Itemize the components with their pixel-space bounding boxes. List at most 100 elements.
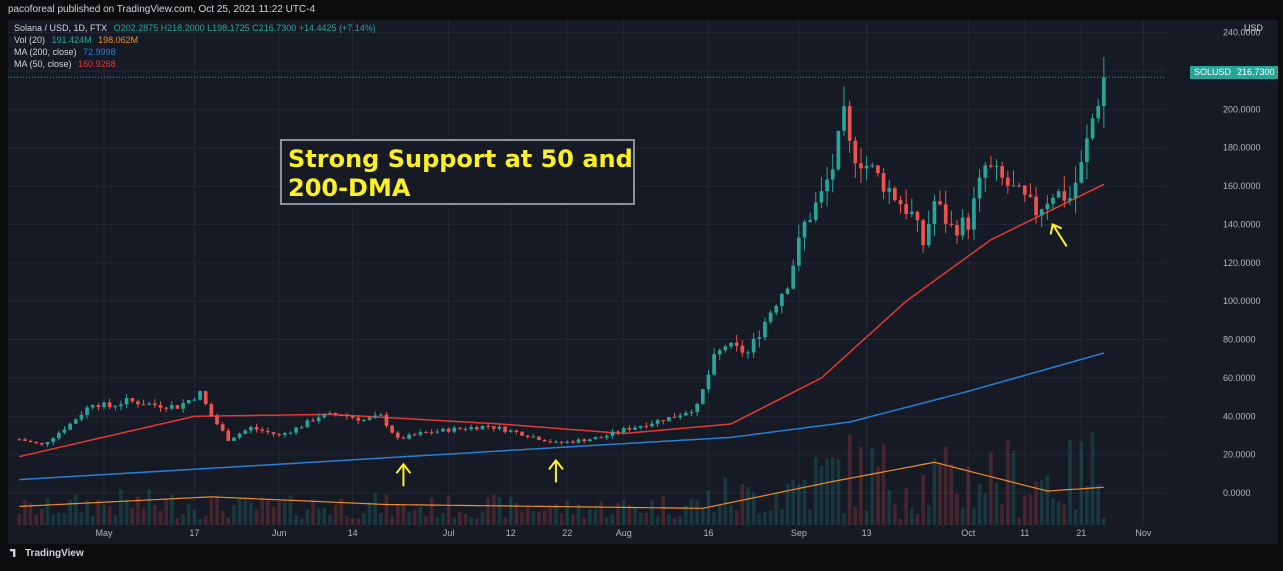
candle-body (1022, 185, 1027, 195)
volume-bar (23, 500, 27, 525)
volume-bar (644, 512, 649, 525)
volume-bar (452, 517, 457, 525)
candle-body (1056, 191, 1061, 198)
candle-body (51, 438, 56, 443)
candle-body (356, 417, 361, 421)
volume-bar (638, 513, 643, 525)
volume-bar (1005, 440, 1010, 525)
volume-bar (712, 511, 716, 525)
volume-bar (412, 510, 417, 525)
volume-bar (28, 502, 33, 525)
volume-bar (373, 493, 378, 525)
chart-panel[interactable]: 0.0000 20.0000 40.0000 60.0000 80.0000 100.00… (8, 20, 1278, 544)
candle-body (469, 427, 474, 430)
candle-body (1000, 166, 1005, 178)
candle-body (667, 416, 671, 422)
candle-body (780, 293, 784, 307)
volume-bar (62, 513, 67, 525)
candle-body (497, 426, 502, 429)
price-chart[interactable]: 0.0000 20.0000 40.0000 60.0000 80.0000 100.00… (8, 20, 1278, 544)
y-axis-unit: USD (1244, 23, 1264, 33)
candle-body (378, 414, 383, 416)
volume-bar (717, 504, 722, 525)
x-tick-label: 14 (348, 528, 358, 538)
candle-body (316, 417, 321, 422)
candle-body (435, 431, 440, 433)
legend-ma50-label: MA (50, close) (14, 59, 72, 69)
x-tick-label: 16 (703, 528, 713, 538)
volume-bar (441, 513, 445, 525)
y-tick-label: 80.0000 (1223, 335, 1256, 345)
volume-bar (198, 518, 202, 525)
candle-body (1034, 196, 1038, 216)
x-tick-label: 11 (1020, 528, 1029, 538)
volume-bar (226, 517, 231, 525)
legend-vol-value2: 198.062M (98, 35, 139, 45)
candle-body (514, 430, 519, 432)
volume-bar (977, 484, 982, 525)
candle-body (328, 413, 332, 415)
volume-bar (169, 494, 174, 525)
volume-bar (921, 474, 925, 525)
candle-body (768, 312, 773, 322)
y-tick-label: 120.0000 (1223, 258, 1261, 268)
volume-bar (345, 516, 349, 525)
volume-bar (819, 465, 824, 525)
volume-bar (531, 511, 536, 525)
volume-bar (322, 507, 327, 525)
candle-body (616, 431, 620, 433)
x-tick-label: Jun (272, 528, 287, 538)
volume-bar (842, 513, 846, 525)
volume-bar (616, 502, 620, 525)
volume-bar (424, 515, 428, 525)
volume-bar (136, 496, 140, 525)
volume-bar (740, 484, 745, 525)
candle-body (79, 414, 84, 420)
candle-body (141, 404, 146, 406)
volume-bar (469, 516, 474, 525)
candle-body (1051, 197, 1055, 204)
candle-body (610, 431, 615, 436)
volume-bar (802, 479, 807, 525)
candle-body (633, 427, 637, 430)
volume-bar (130, 508, 135, 525)
candle-body (277, 434, 281, 436)
candle-body (802, 221, 807, 238)
candle-body (1017, 185, 1021, 187)
volume-bar (395, 503, 400, 525)
volume-bar (45, 498, 50, 525)
volume-bar (220, 510, 225, 525)
candle-body (45, 442, 50, 445)
candle-body (983, 165, 988, 178)
candle-body (808, 219, 812, 222)
tradingview-icon (10, 549, 16, 557)
volume-bar (751, 492, 756, 525)
candle-body (475, 427, 479, 430)
volume-bar (282, 502, 287, 525)
candle-body (525, 435, 530, 437)
volume-bar (1011, 450, 1016, 525)
volume-bar (1034, 481, 1038, 525)
volume-bar (378, 513, 383, 525)
candle-body (153, 403, 157, 406)
volume-bar (158, 511, 163, 525)
candle-body (599, 437, 603, 439)
candle-body (169, 405, 174, 409)
volume-bar (847, 434, 852, 525)
volume-bar (938, 462, 942, 525)
candle-body (531, 436, 536, 438)
volume-bar (1017, 517, 1021, 525)
volume-bar (192, 509, 197, 525)
candle-body (751, 338, 756, 353)
candle-body (565, 441, 570, 443)
volume-bar (57, 512, 61, 525)
volume-bar (475, 518, 479, 525)
candle-body (542, 439, 547, 442)
candle-body (723, 346, 728, 351)
tradingview-logo[interactable]: TradingView (10, 548, 84, 559)
volume-bar (768, 510, 773, 525)
volume-bar (604, 517, 609, 525)
candle-body (158, 405, 163, 408)
volume-bar (1079, 441, 1084, 525)
support-arrow (548, 458, 564, 483)
